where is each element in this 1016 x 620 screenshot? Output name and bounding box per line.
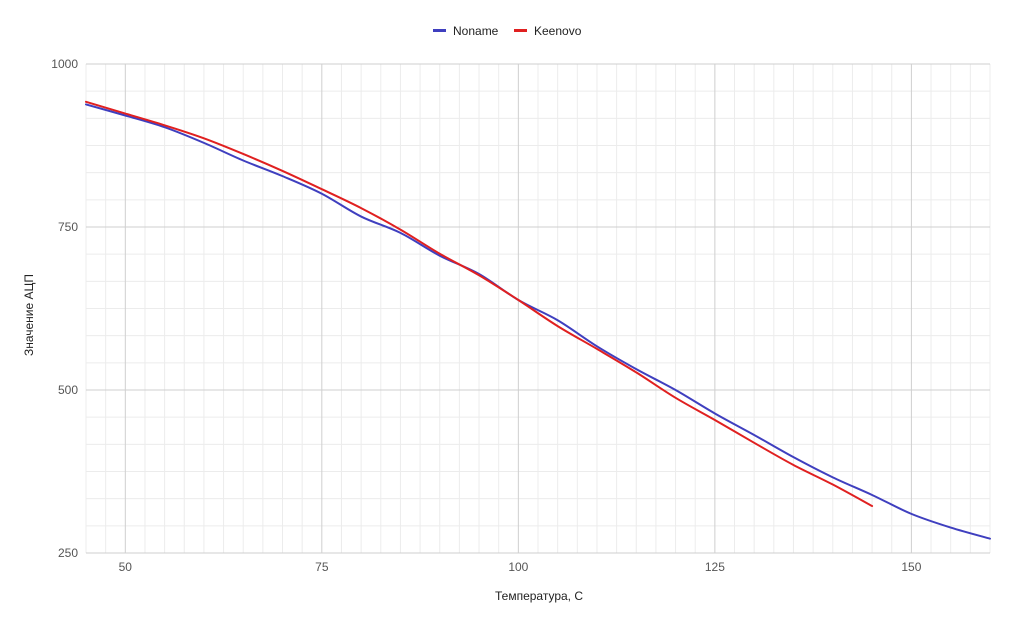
minor-gridlines bbox=[85, 64, 991, 553]
y-tick-label: 1000 bbox=[51, 57, 78, 71]
x-tick-label: 100 bbox=[508, 560, 528, 574]
x-axis-ticks: 50 75 100 125 150 bbox=[119, 560, 922, 574]
x-tick-label: 150 bbox=[901, 560, 921, 574]
y-axis-title: Значение АЦП bbox=[22, 274, 36, 356]
legend: Noname Keenovo bbox=[433, 24, 582, 38]
x-tick-label: 125 bbox=[705, 560, 725, 574]
y-axis-ticks: 250 500 750 1000 bbox=[51, 57, 78, 560]
legend-label-noname: Noname bbox=[453, 24, 499, 38]
y-tick-label: 750 bbox=[58, 220, 78, 234]
x-tick-label: 75 bbox=[315, 560, 329, 574]
series-line-noname bbox=[85, 103, 991, 540]
legend-label-keenovo: Keenovo bbox=[534, 24, 582, 38]
series-line-keenovo bbox=[85, 100, 874, 508]
legend-swatch-keenovo bbox=[514, 29, 527, 32]
major-gridlines bbox=[86, 63, 990, 554]
y-tick-label: 250 bbox=[58, 546, 78, 560]
y-tick-label: 500 bbox=[58, 383, 78, 397]
x-tick-label: 50 bbox=[119, 560, 133, 574]
x-axis-title: Температура, С bbox=[495, 589, 583, 603]
series-lines bbox=[85, 100, 991, 540]
legend-swatch-noname bbox=[433, 29, 446, 32]
